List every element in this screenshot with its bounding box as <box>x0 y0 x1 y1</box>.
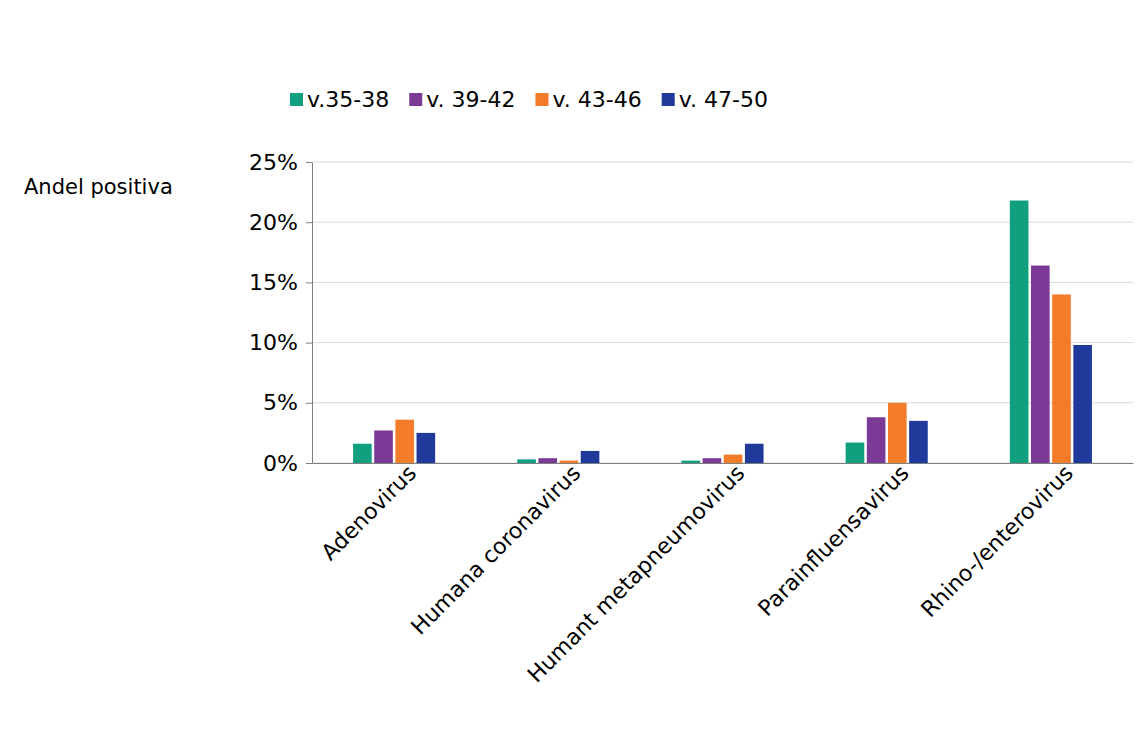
bar <box>1073 345 1092 463</box>
bar <box>745 444 764 463</box>
series <box>417 345 1092 463</box>
bar <box>846 443 865 463</box>
tick-mark <box>306 162 312 163</box>
bar <box>374 430 393 463</box>
tick-label: Parainfluensavirus <box>753 460 914 621</box>
legend-label: v. 47-50 <box>679 87 768 112</box>
bar <box>888 403 907 463</box>
bar <box>538 458 557 463</box>
tick-label: Adenovirus <box>316 460 421 565</box>
bar <box>909 421 928 463</box>
tick-label: 20% <box>249 210 298 235</box>
tick: Humant metapneumovirus <box>523 460 750 687</box>
tick: 15% <box>249 270 312 295</box>
bars <box>353 201 1092 463</box>
bar <box>867 417 886 463</box>
bar <box>581 451 600 463</box>
tick: Rhino-/enterovirus <box>916 460 1078 622</box>
series <box>374 266 1049 463</box>
tick-mark <box>306 403 312 404</box>
bar <box>353 444 372 463</box>
tick: 0% <box>263 451 312 476</box>
bar <box>1010 201 1029 463</box>
legend-item: v. 47-50 <box>662 87 768 112</box>
plot: 0% 5% 10% 15% 20% 25% AdenovirusHumana coronav… <box>249 150 1133 688</box>
legend-swatch <box>662 93 675 106</box>
grid <box>312 162 1133 463</box>
bar <box>681 461 700 463</box>
bar <box>1052 294 1071 463</box>
series <box>395 294 1070 463</box>
legend-item: v.35-38 <box>290 87 389 112</box>
legend: v.35-38 v. 39-42 v. 43-46 v. 47-50 <box>290 87 768 112</box>
tick-label: Rhino-/enterovirus <box>916 460 1078 622</box>
tick-mark <box>306 222 312 223</box>
tick-label: 25% <box>249 150 298 175</box>
grid-line <box>312 162 1133 163</box>
tick: 20% <box>249 210 312 235</box>
axis-line <box>312 163 313 464</box>
bar <box>517 459 536 463</box>
legend-swatch <box>409 93 422 106</box>
legend-item: v. 39-42 <box>409 87 515 112</box>
bar <box>395 420 414 463</box>
axis-title: Andel positiva <box>24 175 173 199</box>
tick-mark <box>306 343 312 344</box>
bar <box>1031 266 1050 463</box>
chart: 0% 5% 10% 15% 20% 25% AdenovirusHumana coronav… <box>0 0 1145 755</box>
legend-label: v. 39-42 <box>426 87 515 112</box>
tick-label: Humant metapneumovirus <box>523 460 750 687</box>
legend-swatch <box>535 93 548 106</box>
tick: Parainfluensavirus <box>753 460 914 621</box>
tick-label: 5% <box>263 390 298 415</box>
series <box>353 201 1028 463</box>
axis-line <box>313 463 1134 464</box>
x-axis: AdenovirusHumana coronavirusHumant metap… <box>313 460 1134 687</box>
tick-label: 15% <box>249 270 298 295</box>
y-axis: 0% 5% 10% 15% 20% 25% <box>249 150 312 476</box>
tick: Adenovirus <box>316 460 421 565</box>
tick-mark <box>306 282 312 283</box>
bar <box>417 433 436 463</box>
tick-mark <box>306 463 312 464</box>
tick: 5% <box>263 390 312 415</box>
tick: 25% <box>249 150 312 175</box>
tick: 10% <box>249 330 312 355</box>
legend-label: v.35-38 <box>307 87 389 112</box>
tick-label: 0% <box>263 451 298 476</box>
legend-swatch <box>290 93 303 106</box>
bar <box>703 458 722 463</box>
legend-label: v. 43-46 <box>552 87 641 112</box>
tick-label: Humana coronavirus <box>406 460 585 639</box>
legend-item: v. 43-46 <box>535 87 641 112</box>
tick-label: 10% <box>249 330 298 355</box>
tick: Humana coronavirus <box>406 460 585 639</box>
